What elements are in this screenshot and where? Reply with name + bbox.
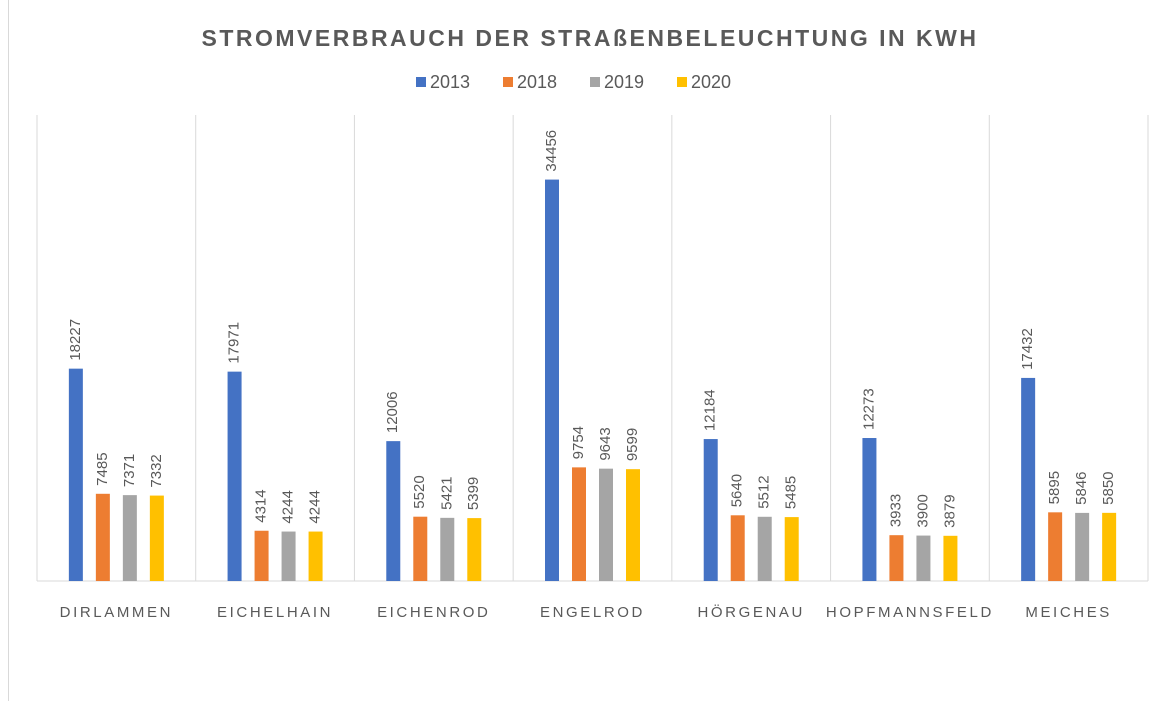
bar [784,517,799,581]
bar [413,516,428,581]
data-label: 5485 [783,476,800,509]
data-label: 5895 [1046,471,1063,504]
x-tick-label: EICHENROD [377,604,490,621]
data-label: 5520 [411,475,428,508]
bar [440,517,455,581]
data-label: 5640 [729,474,746,507]
data-label: 5512 [756,475,773,508]
data-label: 17971 [226,322,243,364]
legend-swatch [503,77,513,87]
legend-label: 2018 [517,72,557,92]
bar [254,530,269,581]
data-label: 5850 [1100,471,1117,504]
bar [730,515,745,581]
x-tick-label: HÖRGENAU [697,603,804,621]
x-tick-label: EICHELHAIN [217,604,333,621]
bar [916,535,931,581]
bar [572,467,586,581]
bar [386,441,401,581]
data-label: 12273 [860,388,877,430]
data-label: 9754 [570,426,587,459]
data-label: 9599 [624,428,641,461]
x-tick-label: MEICHES [1025,604,1112,621]
data-label: 17432 [1019,328,1036,370]
bar [281,531,296,581]
bar [889,535,904,581]
bar [862,438,877,581]
data-label: 3879 [941,494,958,527]
bar [1075,512,1090,581]
data-label: 12006 [384,391,401,433]
bar [149,495,164,581]
legend-label: 2019 [604,72,644,92]
legend-swatch [416,77,426,87]
data-label: 3933 [887,494,904,527]
x-tick-label: DIRLAMMEN [60,604,173,621]
bar [467,518,482,581]
bar [95,493,110,581]
data-label: 7332 [148,454,165,487]
data-label: 18227 [67,319,84,361]
chart-title: STROMVERBRAUCH DER STRAßENBELEUCHTUNG IN… [202,25,979,51]
x-tick-label: ENGELROD [540,604,645,621]
data-label: 5846 [1073,472,1090,505]
data-label: 5399 [465,477,482,510]
bar [308,531,323,581]
legend-label: 2013 [430,72,470,92]
legend-swatch [677,77,687,87]
x-tick-label: HOPFMANNSFELD [826,604,994,621]
data-label: 7371 [121,454,138,487]
bar [703,439,718,581]
bar [626,469,640,581]
data-label: 9643 [597,427,614,460]
data-label: 4244 [307,490,324,523]
data-label: 7485 [94,452,111,485]
bar [757,516,772,581]
bar [943,535,958,581]
data-label: 34456 [543,130,560,172]
data-label: 12184 [702,389,719,431]
bar [1048,512,1063,581]
bar [122,495,137,581]
data-label: 4314 [253,489,270,522]
bar [545,179,559,582]
bar [227,371,242,581]
bar [1102,512,1117,581]
data-label: 4244 [280,490,297,523]
bar [68,368,83,581]
legend-swatch [590,77,600,87]
legend-label: 2020 [691,72,731,92]
bar [1021,377,1036,581]
data-label: 3900 [914,494,931,527]
data-label: 5421 [438,476,455,509]
bar [599,468,613,581]
